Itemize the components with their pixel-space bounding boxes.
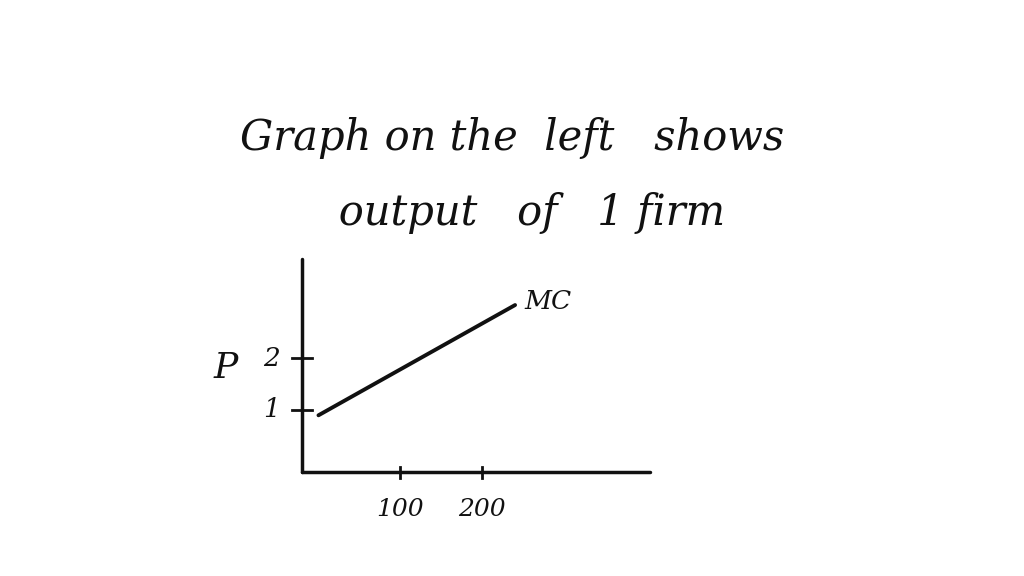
Text: Graph on the  left   shows: Graph on the left shows — [240, 118, 784, 159]
Text: output   of   1 firm: output of 1 firm — [299, 192, 725, 234]
Text: MC: MC — [525, 289, 572, 314]
Text: 2: 2 — [263, 346, 280, 371]
Text: 200: 200 — [459, 498, 506, 521]
Text: 1: 1 — [263, 397, 280, 422]
Text: 100: 100 — [377, 498, 424, 521]
Text: P: P — [213, 351, 238, 385]
